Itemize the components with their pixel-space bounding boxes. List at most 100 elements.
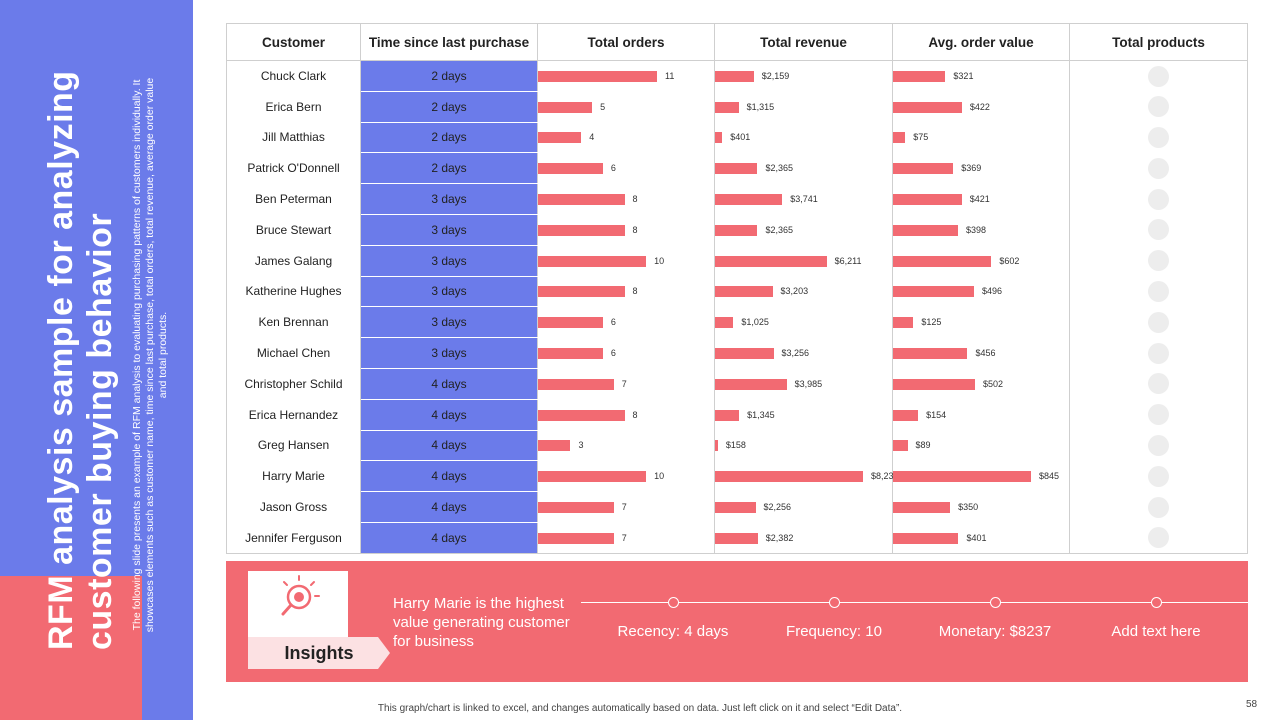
aov-cell: $845 xyxy=(892,460,1070,492)
orders-bar xyxy=(538,194,625,206)
revenue-value-label: $3,256 xyxy=(781,348,810,359)
revenue-cell: $2,382 xyxy=(714,522,893,554)
orders-cell: 8 xyxy=(537,399,715,431)
total-products-cell xyxy=(1069,522,1248,554)
revenue-value-label: $6,211 xyxy=(834,255,862,266)
orders-value-label: 7 xyxy=(621,532,627,543)
revenue-bar xyxy=(715,101,739,113)
aov-cell: $369 xyxy=(892,152,1070,184)
aov-bar xyxy=(893,71,946,83)
revenue-bar xyxy=(715,471,863,483)
product-dot xyxy=(1148,157,1169,179)
revenue-bar xyxy=(715,71,754,83)
orders-bar xyxy=(538,502,614,514)
time-since-last-purchase: 4 days xyxy=(360,368,538,400)
revenue-cell: $2,365 xyxy=(714,214,893,246)
aov-cell: $89 xyxy=(892,430,1070,461)
orders-value-label: 7 xyxy=(621,502,627,513)
aov-value-label: $421 xyxy=(969,194,990,205)
aov-cell: $401 xyxy=(892,522,1070,554)
orders-value-label: 4 xyxy=(589,132,595,143)
footer-note: This graph/chart is linked to excel, and… xyxy=(377,703,903,714)
revenue-value-label: $3,203 xyxy=(780,286,809,297)
revenue-value-label: $2,382 xyxy=(765,532,794,543)
orders-bar xyxy=(538,317,603,329)
orders-bar xyxy=(538,255,647,267)
time-since-last-purchase: 4 days xyxy=(360,399,538,431)
table-row: Erica Hernandez 4 days 8 $1,345 $154 xyxy=(226,399,1248,431)
orders-value-label: 6 xyxy=(610,348,616,359)
time-since-last-purchase: 3 days xyxy=(360,245,538,277)
table-row: Ben Peterman 3 days 8 $3,741 $421 xyxy=(226,183,1248,215)
orders-value-label: 7 xyxy=(621,378,627,389)
orders-bar xyxy=(538,132,582,144)
orders-bar xyxy=(538,163,603,175)
revenue-bar xyxy=(715,224,758,236)
customer-name: Katherine Hughes xyxy=(226,276,361,307)
orders-value-label: 8 xyxy=(632,286,638,297)
orders-value-label: 3 xyxy=(578,440,584,451)
aov-value-label: $422 xyxy=(969,101,990,112)
revenue-bar xyxy=(715,378,787,390)
customer-name: Christopher Schild xyxy=(226,368,361,400)
time-since-last-purchase: 4 days xyxy=(360,522,538,554)
aov-value-label: $321 xyxy=(953,71,974,82)
total-products-cell xyxy=(1069,460,1248,492)
revenue-value-label: $158 xyxy=(725,440,746,451)
aov-bar xyxy=(893,286,974,298)
product-dot xyxy=(1148,311,1169,333)
product-dot xyxy=(1148,250,1169,272)
aov-bar xyxy=(893,317,914,329)
aov-cell: $125 xyxy=(892,306,1070,338)
time-since-last-purchase: 2 days xyxy=(360,91,538,123)
aov-value-label: $398 xyxy=(965,224,987,235)
total-products-cell xyxy=(1069,276,1248,307)
revenue-value-label: $1,345 xyxy=(747,409,775,420)
insights-panel: Insights Harry Marie is the highest valu… xyxy=(226,561,1248,682)
table-row: James Galang 3 days 10 $6,211 $602 xyxy=(226,245,1248,277)
aov-value-label: $369 xyxy=(961,163,982,174)
product-dot xyxy=(1148,280,1169,302)
revenue-bar xyxy=(715,163,758,175)
revenue-value-label: $2,159 xyxy=(761,71,790,82)
orders-value-label: 6 xyxy=(610,317,616,328)
table-row: Katherine Hughes 3 days 8 $3,203 $496 xyxy=(226,276,1248,308)
rfm-table: Customer Time since last purchase Total … xyxy=(226,23,1248,554)
aov-bar xyxy=(893,224,958,236)
customer-name: Harry Marie xyxy=(226,460,361,492)
aov-cell: $154 xyxy=(892,399,1070,431)
product-dot xyxy=(1148,96,1169,118)
aov-bar xyxy=(893,163,954,175)
orders-cell: 11 xyxy=(537,60,715,92)
orders-bar xyxy=(538,71,657,83)
time-since-last-purchase: 2 days xyxy=(360,60,538,92)
customer-name: Ben Peterman xyxy=(226,183,361,215)
customer-name: Ken Brennan xyxy=(226,306,361,338)
time-since-last-purchase: 3 days xyxy=(360,276,538,308)
revenue-bar xyxy=(715,409,740,421)
metric-recency: Recency: 4 days xyxy=(617,623,729,640)
aov-value-label: $154 xyxy=(926,409,947,420)
revenue-value-label: $3,985 xyxy=(794,378,823,389)
revenue-cell: $2,256 xyxy=(714,491,893,523)
metric-frequency: Frequency: 10 xyxy=(786,623,882,640)
total-products-cell xyxy=(1069,491,1248,523)
time-since-last-purchase: 3 days xyxy=(360,214,538,246)
revenue-cell: $3,985 xyxy=(714,368,893,400)
header-total-products: Total products xyxy=(1069,23,1248,61)
time-since-last-purchase: 4 days xyxy=(360,491,538,523)
revenue-bar xyxy=(715,194,783,206)
orders-cell: 10 xyxy=(537,245,715,277)
aov-value-label: $89 xyxy=(915,440,931,451)
revenue-value-label: $1,025 xyxy=(741,317,769,328)
total-products-cell xyxy=(1069,368,1248,400)
left-accent-block xyxy=(0,576,142,720)
page-title: RFM analysis sample for analyzing custom… xyxy=(42,70,119,650)
aov-cell: $502 xyxy=(892,368,1070,400)
aov-bar xyxy=(893,132,906,144)
revenue-bar xyxy=(715,132,723,144)
revenue-cell: $2,365 xyxy=(714,152,893,184)
timeline-dot xyxy=(829,597,840,608)
product-dot xyxy=(1148,527,1169,549)
orders-bar xyxy=(538,101,593,113)
